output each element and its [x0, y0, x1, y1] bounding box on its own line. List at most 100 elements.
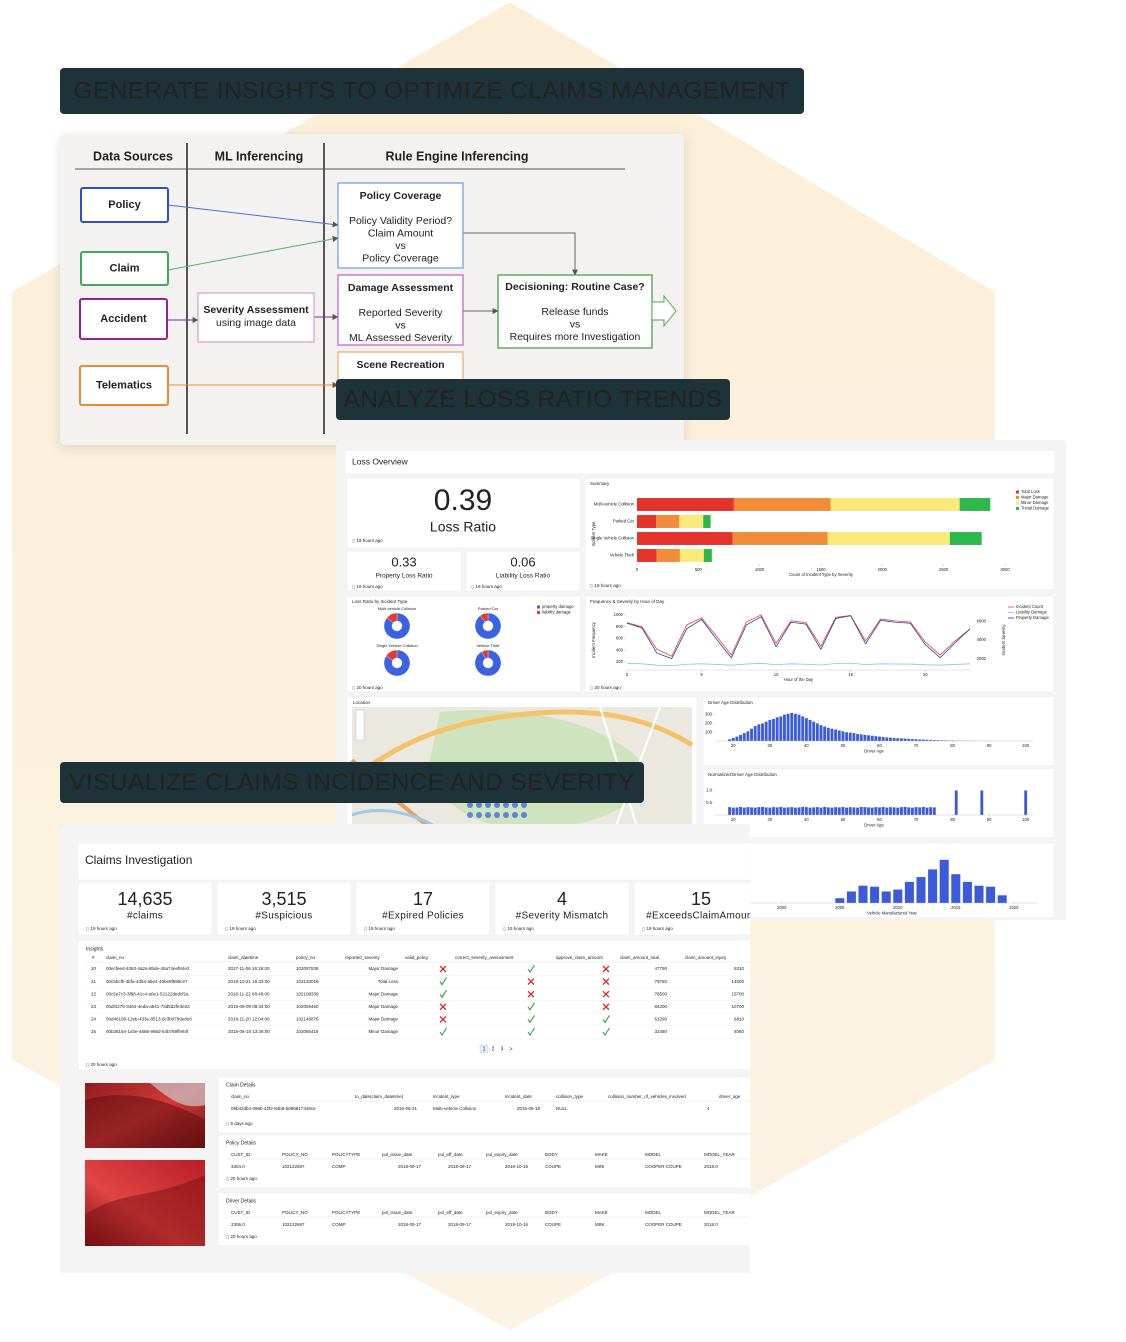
- kpi-label: #ExceedsClaimAmount: [646, 911, 756, 922]
- bar: [918, 807, 922, 815]
- bar: [907, 738, 911, 741]
- table-cell: 09b42db4-096b-42f2-84b8-b089817448ce: [231, 1106, 316, 1111]
- donut-label: Parked Car: [478, 606, 499, 611]
- cross-icon: [439, 1003, 447, 1011]
- x-tick-label: 100: [1022, 743, 1030, 748]
- table-cell: Total Loss: [378, 979, 399, 984]
- bar-segment: [703, 515, 711, 528]
- bar: [852, 733, 856, 741]
- bar: [790, 712, 794, 741]
- column-header: valid_policy: [405, 955, 429, 960]
- timestamp: 19 hours ago: [369, 926, 396, 931]
- table-cell: 00b36194-1d4e-4686-985d-54b769ffe84f: [106, 1029, 189, 1034]
- clock-icon: [470, 585, 475, 589]
- table-cell: 32480: [654, 1029, 667, 1034]
- bar: [874, 736, 878, 741]
- bar: [837, 807, 841, 815]
- map-marker: [485, 812, 491, 818]
- bar: [867, 807, 870, 815]
- bar: [819, 725, 823, 741]
- column-header: claim_no: [231, 1094, 250, 1099]
- page-link[interactable]: 3: [501, 1046, 504, 1052]
- bar-segment: [732, 532, 828, 545]
- table-cell: 102108339: [296, 991, 319, 996]
- table-cell: 00df4270-3464-4eda-a641-73d5d2fe3e23: [106, 1004, 190, 1009]
- rules-diagram-panel: Data Sources ML Inferencing Rule Engine In…: [60, 134, 684, 445]
- table-cell: 2017-11-06 15:26:00: [228, 966, 270, 971]
- bar: [1024, 790, 1028, 815]
- table-cell: 00c5e7c3-3f98-41c4-a0e1-52122dedcf2a: [106, 991, 189, 996]
- column-header: MAKE: [595, 1152, 608, 1157]
- column-header: approve_claim_amount: [556, 955, 604, 960]
- bar: [932, 807, 936, 815]
- bar: [885, 807, 889, 815]
- x-axis-label: Hour of the Day: [784, 677, 814, 682]
- timestamp: 20 hours ago: [91, 1062, 118, 1067]
- x-tick-label: 30: [767, 743, 772, 748]
- bar: [835, 898, 845, 903]
- clock-icon: [351, 585, 356, 589]
- category-label: Multi-vehicle Collision: [594, 502, 635, 507]
- kpi-value: 0.33: [391, 554, 416, 569]
- bar: [750, 807, 753, 815]
- clock-icon: [589, 584, 594, 588]
- cross-icon: [602, 990, 610, 998]
- arrow: [167, 204, 339, 228]
- x-tick-label: 0: [626, 672, 629, 677]
- bar: [907, 807, 911, 815]
- y-tick-label: 100: [705, 729, 713, 734]
- banners: GENERATE INSIGHTS TO OPTIMIZE CLAIMS MAN…: [60, 68, 804, 803]
- page-next[interactable]: >: [510, 1046, 513, 1052]
- bar: [859, 806, 863, 815]
- cross-stroke: [602, 978, 610, 986]
- bar: [903, 806, 907, 815]
- table-cell: Minor Damage: [368, 1029, 398, 1034]
- bar: [815, 723, 819, 741]
- map-marker: [503, 802, 509, 808]
- kpi-label: Liability Loss Ratio: [496, 573, 551, 580]
- table-cell: Major Damage: [368, 1017, 398, 1022]
- bar: [826, 727, 830, 741]
- legend-swatch: [537, 611, 540, 614]
- x-axis-label: Driver Age: [864, 823, 884, 828]
- y2-tick-label: 6000: [977, 618, 987, 623]
- clock-icon: [351, 539, 356, 543]
- y-tick-label: 300: [705, 712, 713, 717]
- banner: [60, 762, 644, 803]
- clock-icon: [589, 686, 594, 690]
- check-stroke: [527, 1027, 535, 1037]
- column-header: claim_datetime: [228, 955, 259, 960]
- check-stroke: [602, 1027, 610, 1037]
- table-cell: 4: [707, 1106, 710, 1111]
- page-link[interactable]: 2: [492, 1046, 495, 1052]
- table-cell: 102085418: [296, 1029, 319, 1034]
- source-label: Accident: [100, 313, 147, 325]
- table-cell: 10700: [731, 1004, 744, 1009]
- clock-icon: [502, 927, 507, 931]
- bar-segment: [637, 498, 734, 511]
- bar-segment: [656, 549, 680, 562]
- banner-text: ANALYZE LOSS RATIO TRENDS: [344, 386, 723, 413]
- bar: [808, 719, 812, 741]
- page-link[interactable]: 1: [483, 1046, 486, 1052]
- bar: [808, 807, 812, 815]
- column-header: driver_age: [719, 1094, 741, 1099]
- cross-stroke: [527, 978, 535, 986]
- bar: [910, 807, 914, 815]
- legend-label: Major Damage: [1021, 495, 1049, 500]
- bar: [929, 739, 933, 741]
- table-cell: Multi-vehicle Collision: [433, 1106, 477, 1111]
- bar: [823, 726, 827, 741]
- source-label: Policy: [108, 199, 141, 211]
- chart-title: Summary: [590, 481, 610, 486]
- column-header: to_date(claim_datetime): [355, 1094, 404, 1099]
- cross-stroke: [602, 1003, 610, 1011]
- bar: [728, 807, 732, 815]
- bar: [896, 807, 900, 815]
- card: [77, 939, 750, 1071]
- bar: [903, 738, 907, 741]
- bar: [783, 807, 786, 815]
- map-marker: [485, 802, 491, 808]
- bar: [761, 806, 764, 815]
- check-stroke: [439, 1027, 447, 1037]
